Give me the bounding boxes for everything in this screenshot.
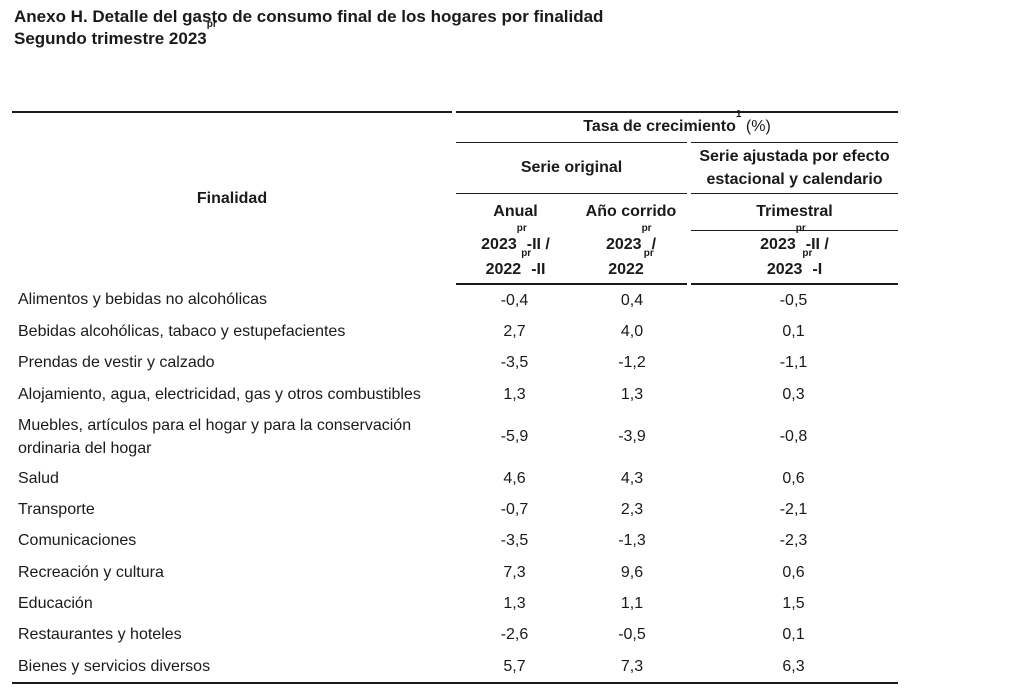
row-ano-corrido: 2,3 bbox=[620, 501, 644, 519]
header-serie-ajustada: Serie ajustada por efecto estacional y c… bbox=[686, 142, 899, 194]
table-row: Alimentos y bebidas no alcohólicas -0,4 … bbox=[12, 284, 898, 316]
row-finalidad: Recreación y cultura bbox=[18, 563, 164, 581]
row-anual: 7,3 bbox=[503, 563, 526, 581]
row-anual: -0,7 bbox=[500, 501, 529, 519]
table-row: Bienes y servicios diversos 5,7 7,3 6,3 bbox=[12, 650, 899, 685]
row-anual: 5,7 bbox=[454, 650, 575, 685]
row-trimestral: -1,1 bbox=[779, 354, 808, 372]
title-line-1: Anexo H. Detalle del gasto de consumo fi… bbox=[14, 7, 604, 26]
row-trimestral: -2,1 bbox=[779, 501, 808, 519]
row-trimestral: 0,1 bbox=[782, 626, 805, 644]
row-ano-corrido: -0,5 bbox=[618, 626, 646, 644]
row-anual: 4,6 bbox=[503, 469, 526, 487]
header-anual: Anual bbox=[452, 193, 575, 230]
expenditure-table: Finalidad Tasa de crecimiento1 (%) Serie… bbox=[12, 110, 899, 685]
period-ano-corrido: 2023pr/ 2022pr bbox=[575, 223, 691, 285]
table-row: Comunicaciones -3,5 -1,3 -2,3 bbox=[12, 526, 898, 557]
row-ano-corrido: 9,6 bbox=[620, 563, 644, 581]
row-anual: -2,6 bbox=[500, 626, 529, 644]
row-anual: -3,5 bbox=[500, 354, 529, 372]
row-anual: -5,9 bbox=[500, 428, 529, 446]
table-row: Transporte -0,7 2,3 -2,1 bbox=[12, 494, 898, 525]
title-period-sup: pr bbox=[206, 19, 217, 30]
row-anual: -3,5 bbox=[500, 532, 529, 550]
table-row: Muebles, artículos para el hogar y para … bbox=[12, 410, 898, 463]
row-finalidad: Educación bbox=[18, 595, 93, 613]
row-finalidad: Prendas de vestir y calzado bbox=[18, 354, 215, 372]
row-ano-corrido: 0,4 bbox=[620, 291, 644, 309]
row-finalidad: Alimentos y bebidas no alcohólicas bbox=[18, 291, 268, 309]
row-anual: 2,7 bbox=[503, 322, 526, 340]
row-anual: 1,3 bbox=[503, 595, 526, 613]
table-row: Salud 4,6 4,3 0,6 bbox=[12, 463, 898, 494]
row-finalidad: Bebidas alcohólicas, tabaco y estupefaci… bbox=[18, 322, 346, 340]
table-row: Educación 1,3 1,1 1,5 bbox=[12, 588, 898, 619]
row-trimestral: 0,3 bbox=[782, 385, 805, 403]
table-row: Bebidas alcohólicas, tabaco y estupefaci… bbox=[12, 316, 898, 347]
row-ano-corrido: 4,3 bbox=[620, 469, 644, 487]
row-anual: -0,4 bbox=[500, 291, 529, 309]
header-trimestral: Trimestral bbox=[686, 193, 899, 231]
header-ano-corrido: Año corrido bbox=[575, 193, 691, 230]
row-trimestral: 0,6 bbox=[782, 563, 805, 581]
row-trimestral: -0,8 bbox=[779, 428, 808, 446]
title-line-2: Segundo trimestre 2023pr bbox=[14, 20, 603, 50]
row-anual: 1,3 bbox=[503, 385, 526, 403]
row-finalidad: Restaurantes y hoteles bbox=[18, 626, 182, 644]
row-finalidad: Comunicaciones bbox=[18, 532, 137, 550]
period-anual: 2023pr-II / 2022pr-II bbox=[452, 223, 575, 285]
row-trimestral: -0,5 bbox=[779, 291, 808, 309]
row-ano-corrido: 4,0 bbox=[620, 322, 644, 340]
table-row: Recreación y cultura 7,3 9,6 0,6 bbox=[12, 557, 898, 588]
row-finalidad: Bienes y servicios diversos bbox=[12, 650, 454, 685]
table-row: Restaurantes y hoteles -2,6 -0,5 0,1 bbox=[12, 620, 898, 651]
row-trimestral: 6,3 bbox=[689, 650, 899, 685]
row-finalidad: Alojamiento, agua, electricidad, gas y o… bbox=[18, 385, 421, 403]
row-finalidad: Salud bbox=[18, 469, 59, 487]
table-row: Alojamiento, agua, electricidad, gas y o… bbox=[12, 379, 898, 410]
row-ano-corrido: 1,3 bbox=[620, 385, 644, 403]
row-trimestral: 1,5 bbox=[782, 595, 805, 613]
header-serie-original: Serie original bbox=[452, 142, 691, 194]
header-tasa: Tasa de crecimiento1 (%) bbox=[451, 110, 899, 143]
row-trimestral: 0,6 bbox=[782, 469, 805, 487]
row-ano-corrido: -1,3 bbox=[618, 532, 646, 550]
title-period: Segundo trimestre 2023 bbox=[14, 29, 207, 48]
row-finalidad: Muebles, artículos para el hogar y para … bbox=[18, 416, 412, 457]
document-title: Anexo H. Detalle del gasto de consumo fi… bbox=[14, 6, 603, 50]
row-trimestral: -2,3 bbox=[779, 532, 808, 550]
header-finalidad: Finalidad bbox=[12, 111, 454, 284]
row-ano-corrido: -3,9 bbox=[618, 428, 646, 446]
row-ano-corrido: -1,2 bbox=[618, 354, 646, 372]
row-ano-corrido: 7,3 bbox=[575, 650, 689, 685]
row-ano-corrido: 1,1 bbox=[620, 595, 644, 613]
row-finalidad: Transporte bbox=[18, 501, 95, 519]
period-trimestral: 2023pr-II / 2023pr-I bbox=[686, 223, 899, 285]
row-trimestral: 0,1 bbox=[782, 322, 805, 340]
table-row: Prendas de vestir y calzado -3,5 -1,2 -1… bbox=[12, 348, 898, 379]
